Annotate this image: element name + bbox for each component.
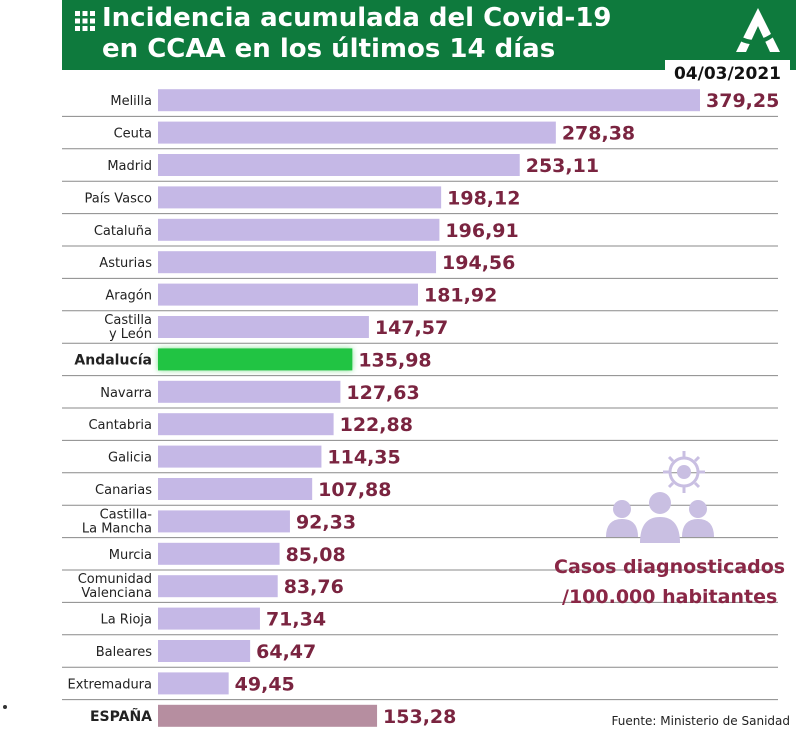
category-label-10: Cantabria — [88, 418, 152, 433]
value-label-12: 107,88 — [318, 479, 391, 501]
category-label-14: Murcia — [109, 548, 152, 563]
bar-16 — [158, 607, 260, 630]
grid-icon — [75, 11, 95, 31]
category-label-16: La Rioja — [100, 613, 152, 628]
bar-14 — [158, 542, 280, 565]
bar-9 — [158, 380, 341, 403]
title-line-1: Incidencia acumulada del Covid-19 — [102, 3, 612, 33]
category-label-8: Andalucía — [74, 352, 152, 368]
bar-12 — [158, 478, 313, 500]
bar-19 — [158, 704, 378, 727]
legend-line-1: Casos diagnosticados — [554, 556, 786, 578]
category-label-15: Comunidad Valenciana — [78, 572, 152, 601]
category-label-13: Castilla-La Mancha — [82, 507, 152, 536]
category-label-0: Melilla — [110, 94, 152, 109]
value-label-17: 64,47 — [256, 641, 316, 663]
value-label-0: 379,25 — [706, 90, 779, 112]
bar-5 — [158, 251, 437, 274]
category-label-18: Extremadura — [68, 677, 153, 692]
gutter-dot — [3, 705, 7, 709]
category-label-5: Asturias — [99, 256, 152, 271]
bar-15 — [158, 575, 278, 598]
bar-3 — [158, 186, 442, 209]
bar-11 — [158, 445, 322, 468]
category-label-17: Baleares — [96, 645, 153, 660]
bar-1 — [158, 121, 556, 144]
bar-2 — [158, 154, 520, 176]
value-label-8: 135,98 — [358, 349, 431, 371]
category-label-19: ESPAÑA — [90, 708, 152, 725]
junta-andalucia-logo — [736, 8, 780, 52]
value-label-15: 83,76 — [284, 576, 344, 598]
value-label-14: 85,08 — [286, 544, 346, 566]
bar-chart: Melilla 379,25 Ceuta 278,38 Madrid 253,11 País… — [62, 89, 779, 728]
category-label-4: Cataluña — [94, 224, 152, 239]
legend-line-2: /100.000 habitantes — [562, 586, 778, 608]
bar-13 — [158, 510, 290, 533]
value-label-16: 71,34 — [266, 609, 326, 631]
value-label-11: 114,35 — [327, 447, 400, 469]
category-label-2: Madrid — [107, 159, 152, 174]
category-label-1: Ceuta — [114, 127, 152, 142]
category-label-6: Aragón — [105, 289, 152, 304]
category-label-11: Galicia — [108, 451, 152, 466]
people-virus-icon — [606, 451, 714, 543]
date-label: 04/03/2021 — [664, 60, 790, 88]
left-gutter — [0, 0, 56, 732]
bar-17 — [158, 640, 251, 662]
bar-18 — [158, 672, 229, 695]
header-banner: Incidencia acumulada del Covid-19 en CCA… — [62, 0, 796, 70]
value-label-6: 181,92 — [424, 285, 497, 307]
value-label-7: 147,57 — [375, 317, 448, 339]
value-label-5: 194,56 — [442, 252, 515, 274]
value-label-4: 196,91 — [445, 220, 518, 242]
bar-0 — [158, 89, 700, 112]
category-label-9: Navarra — [100, 386, 152, 401]
value-label-2: 253,11 — [526, 155, 599, 177]
value-label-10: 122,88 — [340, 414, 413, 436]
value-label-19: 153,28 — [383, 706, 456, 728]
bar-8 — [158, 348, 353, 371]
value-label-3: 198,12 — [447, 187, 520, 209]
bar-7 — [158, 316, 369, 338]
bar-4 — [158, 218, 440, 241]
title-line-2: en CCAA en los últimos 14 días — [102, 34, 556, 64]
category-label-3: País Vasco — [85, 191, 153, 206]
value-label-1: 278,38 — [562, 123, 635, 145]
value-label-9: 127,63 — [346, 382, 419, 404]
value-label-13: 92,33 — [296, 511, 356, 533]
bar-6 — [158, 283, 418, 306]
source-note: Fuente: Ministerio de Sanidad — [611, 714, 791, 728]
infographic-card: Incidencia acumulada del Covid-19 en CCA… — [62, 0, 796, 732]
value-label-18: 49,45 — [235, 673, 295, 695]
category-label-12: Canarias — [95, 483, 152, 498]
category-label-7: Castilla y León — [104, 313, 152, 342]
bar-10 — [158, 413, 334, 436]
